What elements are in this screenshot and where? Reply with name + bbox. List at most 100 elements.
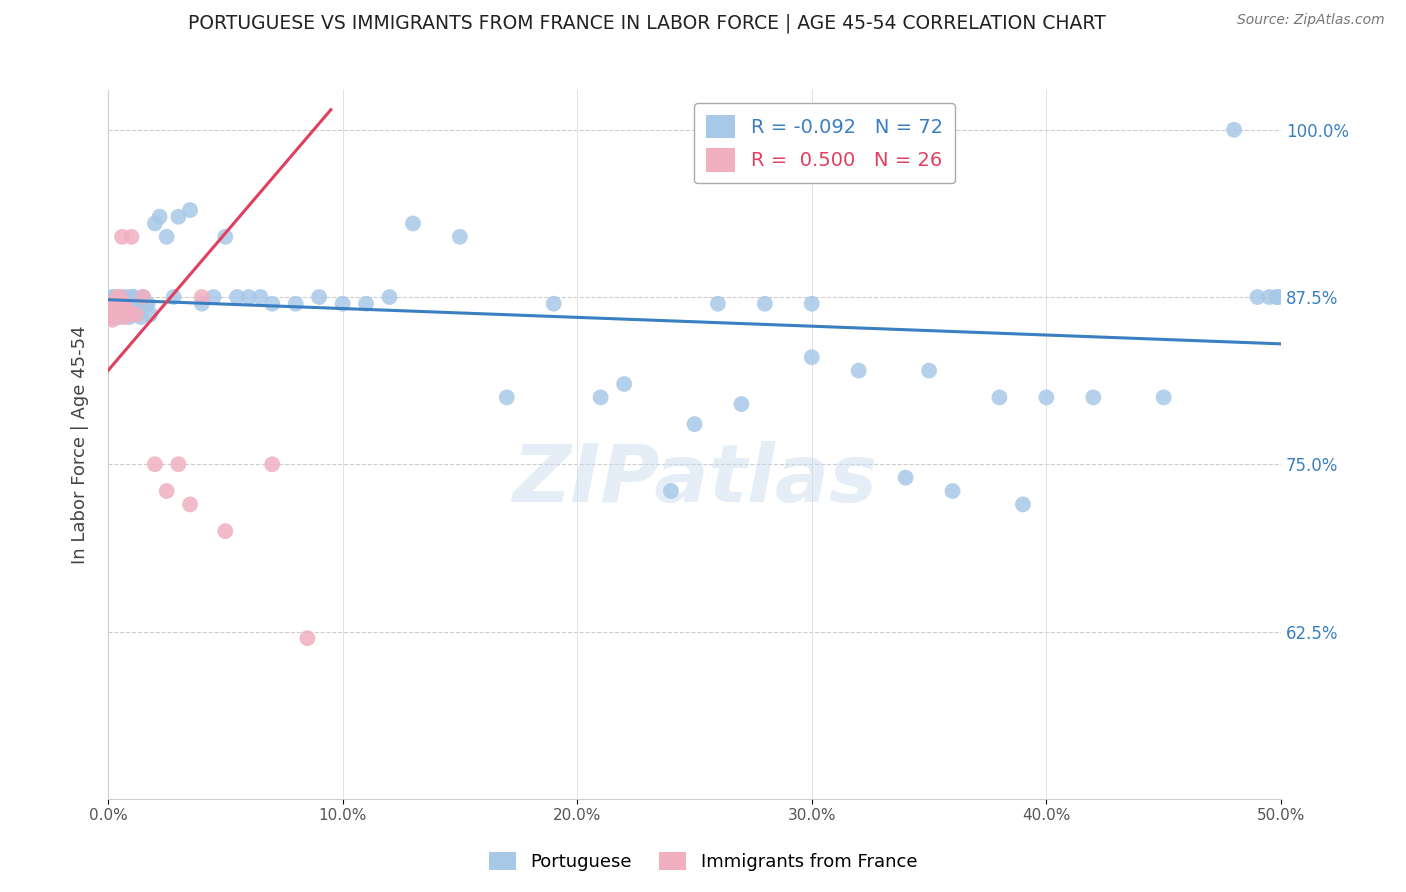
Point bbox=[118, 310, 141, 324]
Point bbox=[111, 229, 134, 244]
Point bbox=[115, 303, 138, 318]
Point bbox=[1258, 290, 1281, 304]
Point bbox=[108, 290, 131, 304]
Point bbox=[249, 290, 271, 304]
Point bbox=[894, 470, 917, 484]
Point bbox=[105, 290, 128, 304]
Point bbox=[125, 307, 148, 321]
Text: Source: ZipAtlas.com: Source: ZipAtlas.com bbox=[1237, 13, 1385, 28]
Point bbox=[1267, 290, 1289, 304]
Point bbox=[1012, 497, 1035, 511]
Point bbox=[104, 296, 127, 310]
Point bbox=[163, 290, 186, 304]
Point bbox=[108, 310, 131, 324]
Point bbox=[1153, 390, 1175, 404]
Point bbox=[120, 307, 142, 321]
Point bbox=[800, 296, 823, 310]
Point bbox=[262, 296, 284, 310]
Point bbox=[98, 310, 121, 324]
Legend: Portuguese, Immigrants from France: Portuguese, Immigrants from France bbox=[482, 845, 924, 879]
Point bbox=[179, 202, 201, 217]
Point bbox=[104, 307, 127, 321]
Point bbox=[179, 497, 201, 511]
Point bbox=[988, 390, 1011, 404]
Point bbox=[613, 376, 636, 391]
Point bbox=[118, 290, 141, 304]
Point bbox=[143, 216, 166, 230]
Point bbox=[112, 290, 135, 304]
Point bbox=[754, 296, 776, 310]
Point bbox=[135, 296, 157, 310]
Point bbox=[120, 290, 142, 304]
Point bbox=[149, 210, 172, 224]
Point bbox=[98, 296, 121, 310]
Point bbox=[101, 296, 124, 310]
Point bbox=[120, 229, 142, 244]
Point bbox=[132, 290, 155, 304]
Point bbox=[104, 290, 127, 304]
Point bbox=[683, 417, 706, 431]
Point bbox=[101, 310, 124, 324]
Point bbox=[156, 229, 179, 244]
Point bbox=[1035, 390, 1057, 404]
Point bbox=[941, 483, 963, 498]
Point bbox=[139, 307, 162, 321]
Point bbox=[115, 296, 138, 310]
Point bbox=[918, 363, 941, 377]
Point bbox=[115, 303, 138, 318]
Point bbox=[129, 310, 152, 324]
Point bbox=[332, 296, 354, 310]
Point bbox=[125, 296, 148, 310]
Point bbox=[127, 296, 149, 310]
Point bbox=[449, 229, 471, 244]
Text: ZIPatlas: ZIPatlas bbox=[512, 441, 877, 518]
Point bbox=[122, 290, 145, 304]
Point bbox=[214, 524, 236, 538]
Point bbox=[191, 290, 214, 304]
Point bbox=[848, 363, 870, 377]
Point bbox=[543, 296, 565, 310]
Point bbox=[308, 290, 330, 304]
Point bbox=[1223, 122, 1246, 136]
Point bbox=[105, 296, 128, 310]
Point bbox=[800, 350, 823, 364]
Point bbox=[402, 216, 425, 230]
Legend: R = -0.092   N = 72, R =  0.500   N = 26: R = -0.092 N = 72, R = 0.500 N = 26 bbox=[695, 103, 955, 184]
Text: PORTUGUESE VS IMMIGRANTS FROM FRANCE IN LABOR FORCE | AGE 45-54 CORRELATION CHAR: PORTUGUESE VS IMMIGRANTS FROM FRANCE IN … bbox=[188, 13, 1105, 33]
Point bbox=[730, 397, 752, 411]
Point bbox=[112, 296, 135, 310]
Point bbox=[659, 483, 682, 498]
Point bbox=[1083, 390, 1105, 404]
Point bbox=[101, 312, 124, 326]
Point bbox=[354, 296, 377, 310]
Point bbox=[238, 290, 260, 304]
Point bbox=[111, 296, 134, 310]
Point bbox=[214, 229, 236, 244]
Point bbox=[143, 457, 166, 471]
Point bbox=[136, 296, 159, 310]
Point bbox=[589, 390, 612, 404]
Point bbox=[297, 631, 319, 645]
Point bbox=[112, 307, 135, 321]
Point bbox=[191, 296, 214, 310]
Point bbox=[111, 296, 134, 310]
Point bbox=[226, 290, 249, 304]
Point bbox=[132, 290, 155, 304]
Point bbox=[284, 296, 307, 310]
Point bbox=[111, 307, 134, 321]
Point bbox=[104, 307, 127, 321]
Point bbox=[112, 310, 135, 324]
Point bbox=[105, 307, 128, 321]
Point bbox=[108, 290, 131, 304]
Point bbox=[167, 210, 190, 224]
Point bbox=[167, 457, 190, 471]
Point bbox=[101, 290, 124, 304]
Point bbox=[1265, 290, 1288, 304]
Point bbox=[707, 296, 730, 310]
Point bbox=[98, 296, 121, 310]
Point bbox=[105, 303, 128, 318]
Y-axis label: In Labor Force | Age 45-54: In Labor Force | Age 45-54 bbox=[72, 325, 89, 564]
Point bbox=[1246, 290, 1268, 304]
Point bbox=[202, 290, 225, 304]
Point bbox=[495, 390, 517, 404]
